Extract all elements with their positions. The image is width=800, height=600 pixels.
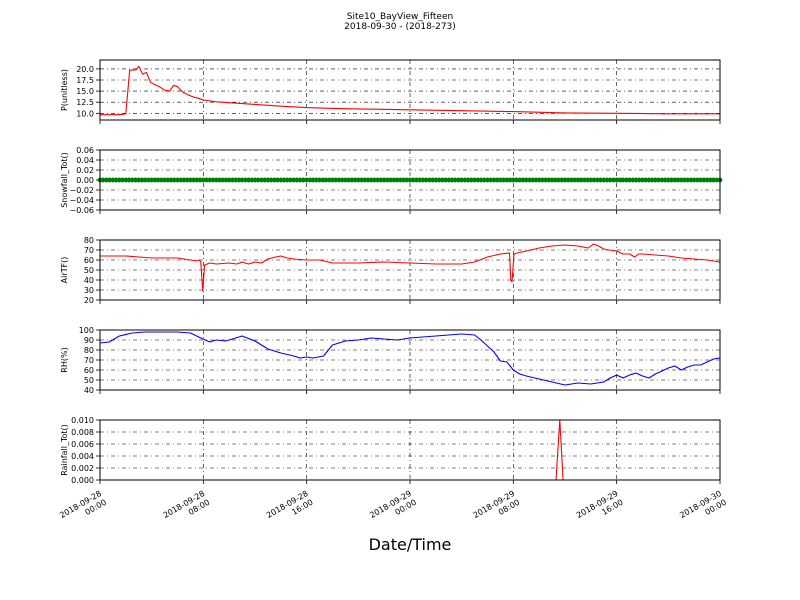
y-axis-label: RH(%) (60, 347, 69, 372)
y-tick-label: 100 (79, 326, 94, 335)
panel-1: 10.0 12.5 15.0 17.5 20.0 P(unitless) (60, 59, 721, 124)
y-axis-label: Rainfall_Tot() (60, 424, 69, 476)
panel-frame (99, 419, 721, 481)
y-tick-label: 70 (84, 356, 94, 365)
x-tick-label: 2018-09-2908:00 (472, 489, 522, 529)
x-tick-label: 2018-09-2800:00 (58, 489, 108, 529)
x-tick-label: 2018-09-3000:00 (678, 489, 728, 529)
series-line (100, 243, 721, 292)
y-tick-label: 0.004 (71, 452, 94, 461)
y-tick-label: 0.008 (71, 428, 94, 437)
y-tick-label: 0.000 (71, 476, 94, 485)
series-line (100, 65, 720, 116)
x-axis-label: Date/Time (369, 535, 452, 554)
y-tick-label: 40 (84, 386, 94, 395)
x-tick-label: 2018-09-2916:00 (575, 489, 625, 529)
y-tick-label: 50 (84, 266, 94, 275)
panel-frame (99, 149, 721, 211)
figure-title: Site10_BayView_Fifteen (347, 12, 453, 22)
y-tick-label: 60 (84, 256, 94, 265)
y-tick-label: 30 (84, 286, 94, 295)
y-axis-label: AirTF() (60, 257, 69, 284)
x-tick-label: 2018-09-2808:00 (162, 489, 212, 529)
y-tick-label: 60 (84, 366, 94, 375)
y-tick-label: 0.06 (76, 146, 94, 155)
panels-group: 10.012.515.017.520.0P(unitless)−0.06−0.0… (60, 59, 723, 485)
panel-frame (99, 239, 721, 301)
y-tick-label: −0.02 (69, 186, 94, 195)
y-tick-label: 80 (84, 236, 94, 245)
y-tick-label: 12.5 (76, 98, 94, 107)
x-tick-label: 2018-09-2816:00 (265, 489, 315, 529)
y-tick-label: 10.0 (76, 109, 94, 118)
y-axis-label: P(unitless) (60, 69, 69, 111)
y-tick-label: −0.04 (69, 196, 94, 205)
y-tick-label: −0.06 (69, 206, 94, 215)
y-tick-label: 15.0 (76, 87, 94, 96)
y-tick-label: 0.006 (71, 440, 94, 449)
y-axis-label: Snowfall_Tot() (60, 152, 69, 208)
panel-frame (99, 329, 721, 391)
y-tick-label: 90 (84, 336, 94, 345)
y-tick-label: 0.002 (71, 464, 94, 473)
y-tick-label: 0.02 (76, 166, 94, 175)
panel-5: 0.000 0.002 0.004 0.006 0.008 0.010Rainfall_T… (60, 416, 721, 485)
y-tick-label: 20.0 (76, 65, 94, 74)
figure-subtitle: 2018-09-30 - (2018-273) (344, 22, 456, 32)
y-tick-label: 17.5 (76, 76, 94, 85)
y-tick-label: 0.010 (71, 416, 94, 425)
y-tick-label: 70 (84, 246, 94, 255)
series-line (99, 331, 721, 386)
panel-2: −0.06−0.04−0.020.000.020.040.06 Snowfall_… (60, 146, 723, 215)
y-tick-label: 40 (84, 276, 94, 285)
y-tick-label: 80 (84, 346, 94, 355)
x-tick-label: 2018-09-2900:00 (368, 489, 418, 529)
panel-frame (99, 59, 721, 121)
y-tick-label: 0.00 (76, 176, 94, 185)
y-tick-label: 0.04 (76, 156, 94, 165)
y-tick-label: 50 (84, 376, 94, 385)
x-tick-labels-group: 2018-09-2800:00 2018-09-2808:00 2018-09-28… (58, 489, 728, 529)
y-tick-label: 20 (84, 296, 94, 305)
